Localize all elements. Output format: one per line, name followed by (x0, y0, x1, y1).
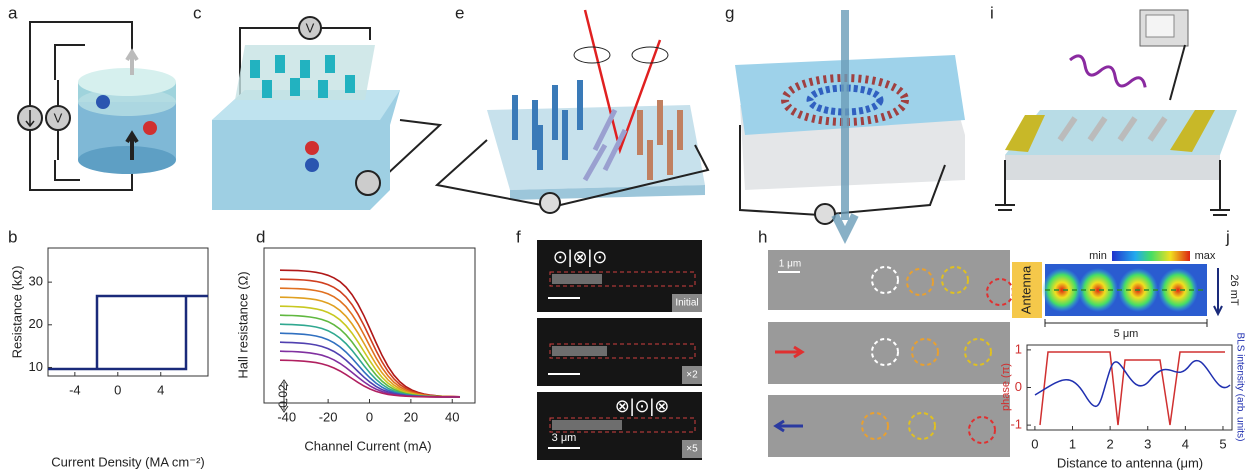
plot-frame (1027, 345, 1232, 430)
frame-label: Initial (675, 298, 698, 309)
voltmeter-label: V (54, 110, 63, 125)
domain-state: ⊗|⊙|⊗ (615, 396, 670, 416)
y-axis-label: Hall resistance (Ω) (235, 271, 250, 378)
x-tick-label: 0 (366, 409, 373, 424)
x-tick-label: 20 (404, 409, 418, 424)
y-tick-label: 30 (29, 274, 43, 289)
frame-label: ×5 (686, 444, 698, 455)
x-tick-label: 40 (445, 409, 459, 424)
antenna-label: Antenna (1018, 265, 1033, 314)
x-tick-label: -4 (69, 382, 81, 397)
field-label: 26 mT (1228, 274, 1240, 305)
panel-i-illustration (995, 10, 1237, 215)
colorbar-max: max (1195, 250, 1216, 262)
y-tick-label: -1 (1010, 417, 1022, 432)
curve-illustration (280, 279, 460, 397)
x-tick-label: 1 (1069, 436, 1076, 451)
y-axis-label-right: BLS intensity (arb. units) (1234, 333, 1245, 442)
panel-letter: g (725, 3, 734, 22)
x-axis-label: Current Density (MA cm⁻²) (51, 454, 205, 469)
y-tick-label: 20 (29, 316, 43, 331)
curve-illustration (280, 288, 460, 397)
y-tick-label: 0 (1015, 379, 1022, 394)
panel-letter: d (256, 227, 265, 246)
y-tick-label: 10 (29, 359, 43, 374)
scale-bar-label: 1 μm (779, 259, 801, 270)
phase-illustration (1040, 352, 1225, 425)
y-axis-label: Resistance (kΩ) (9, 266, 24, 359)
panel-letter: c (193, 3, 202, 22)
scale-bar-label: 5 μm (1114, 328, 1139, 340)
x-tick-label: 4 (157, 382, 164, 397)
x-tick-label: 2 (1107, 436, 1114, 451)
x-tick-label: -40 (277, 409, 296, 424)
panel-e-illustration (437, 10, 708, 213)
colorbar (1112, 251, 1190, 261)
panel-letter: a (8, 3, 18, 22)
panel-letter: j (1225, 227, 1230, 246)
frame-label: ×2 (686, 370, 698, 381)
x-tick-label: 5 (1219, 436, 1226, 451)
panel-letter: f (516, 227, 521, 246)
domain-state: ⊙|⊗|⊙ (553, 247, 608, 267)
curve-illustration (280, 306, 460, 397)
field-arrow (1214, 268, 1222, 314)
x-tick-label: 4 (1182, 436, 1189, 451)
panel-letter: i (990, 3, 994, 22)
voltmeter-label: V (306, 20, 315, 35)
curve-illustrations (280, 270, 460, 397)
panel-a-illustration (18, 22, 176, 190)
panel-letter: e (455, 3, 464, 22)
panel-letter: b (8, 227, 17, 246)
hysteresis-illustration (48, 296, 208, 369)
panel-g-illustration (735, 10, 965, 235)
y-axis-label-left: phase (π) (1000, 363, 1012, 411)
scale-bar (1045, 319, 1207, 327)
x-tick-label: 0 (114, 382, 121, 397)
x-axis-label: Channel Current (mA) (304, 438, 431, 453)
x-tick-label: -20 (319, 409, 338, 424)
plot-frame (48, 248, 208, 376)
y-tick-label: 1 (1015, 341, 1022, 356)
panel-h-images (768, 250, 1013, 457)
x-axis-label: Distance to antenna (μm) (1057, 455, 1203, 470)
bls-map (1042, 264, 1207, 316)
curve-illustration (280, 333, 460, 397)
bls-illustration (1035, 361, 1230, 407)
colorbar-min: min (1089, 250, 1107, 262)
panel-letter: h (758, 227, 767, 246)
panel-f-images (537, 240, 702, 460)
scale-bar-label: 3 μm (552, 432, 577, 444)
panel-c-illustration (212, 17, 440, 210)
x-tick-label: 0 (1031, 436, 1038, 451)
scale-bar-label: 0.02 (276, 384, 290, 408)
figure: a c e g i b d f h j V V (0, 0, 1247, 475)
x-tick-label: 3 (1144, 436, 1151, 451)
